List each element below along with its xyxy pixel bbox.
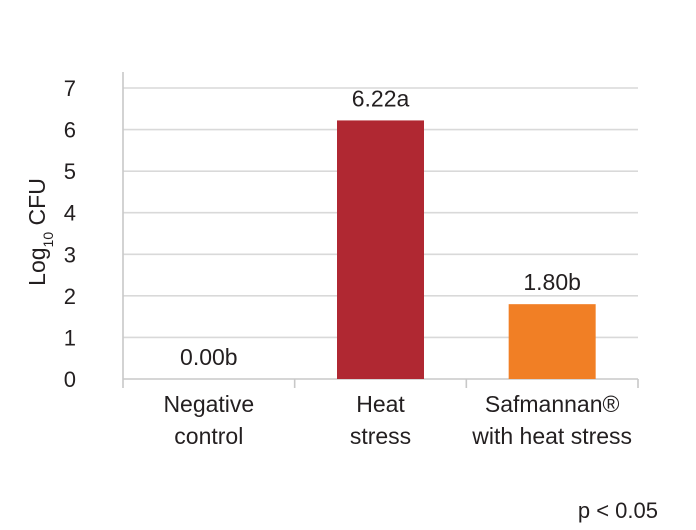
y-tick-label: 5 — [64, 159, 76, 184]
y-tick-label: 3 — [64, 242, 76, 267]
data-label: 6.22a — [352, 85, 410, 111]
data-labels: 0.00b 6.22a 1.80b — [180, 85, 581, 370]
y-tick-label: 2 — [64, 284, 76, 309]
x-tick-label: stress — [350, 423, 411, 449]
x-tick-label: with heat stress — [471, 423, 632, 449]
significance-note: p < 0.05 — [577, 498, 658, 523]
bars — [337, 120, 596, 379]
y-tick-label: 1 — [64, 325, 76, 350]
x-tick-label: control — [174, 423, 243, 449]
data-label: 1.80b — [523, 269, 581, 295]
x-tick-label: Negative — [163, 391, 254, 417]
bar — [337, 120, 424, 379]
y-tick-label: 6 — [64, 118, 76, 143]
y-tick-label: 4 — [64, 201, 76, 226]
x-tick-label: Safmannan® — [485, 391, 620, 417]
x-tick-label: Heat — [356, 391, 405, 417]
y-tick-labels: 0 1 2 3 4 5 6 7 — [64, 76, 76, 392]
y-tick-label: 0 — [64, 367, 76, 392]
bar — [508, 304, 596, 379]
x-tick-labels: Negative control Heat stress Safmannan® with … — [163, 391, 632, 449]
y-axis-title: Log10 CFU — [24, 178, 56, 286]
data-label: 0.00b — [180, 344, 238, 370]
y-tick-label: 7 — [64, 76, 76, 101]
